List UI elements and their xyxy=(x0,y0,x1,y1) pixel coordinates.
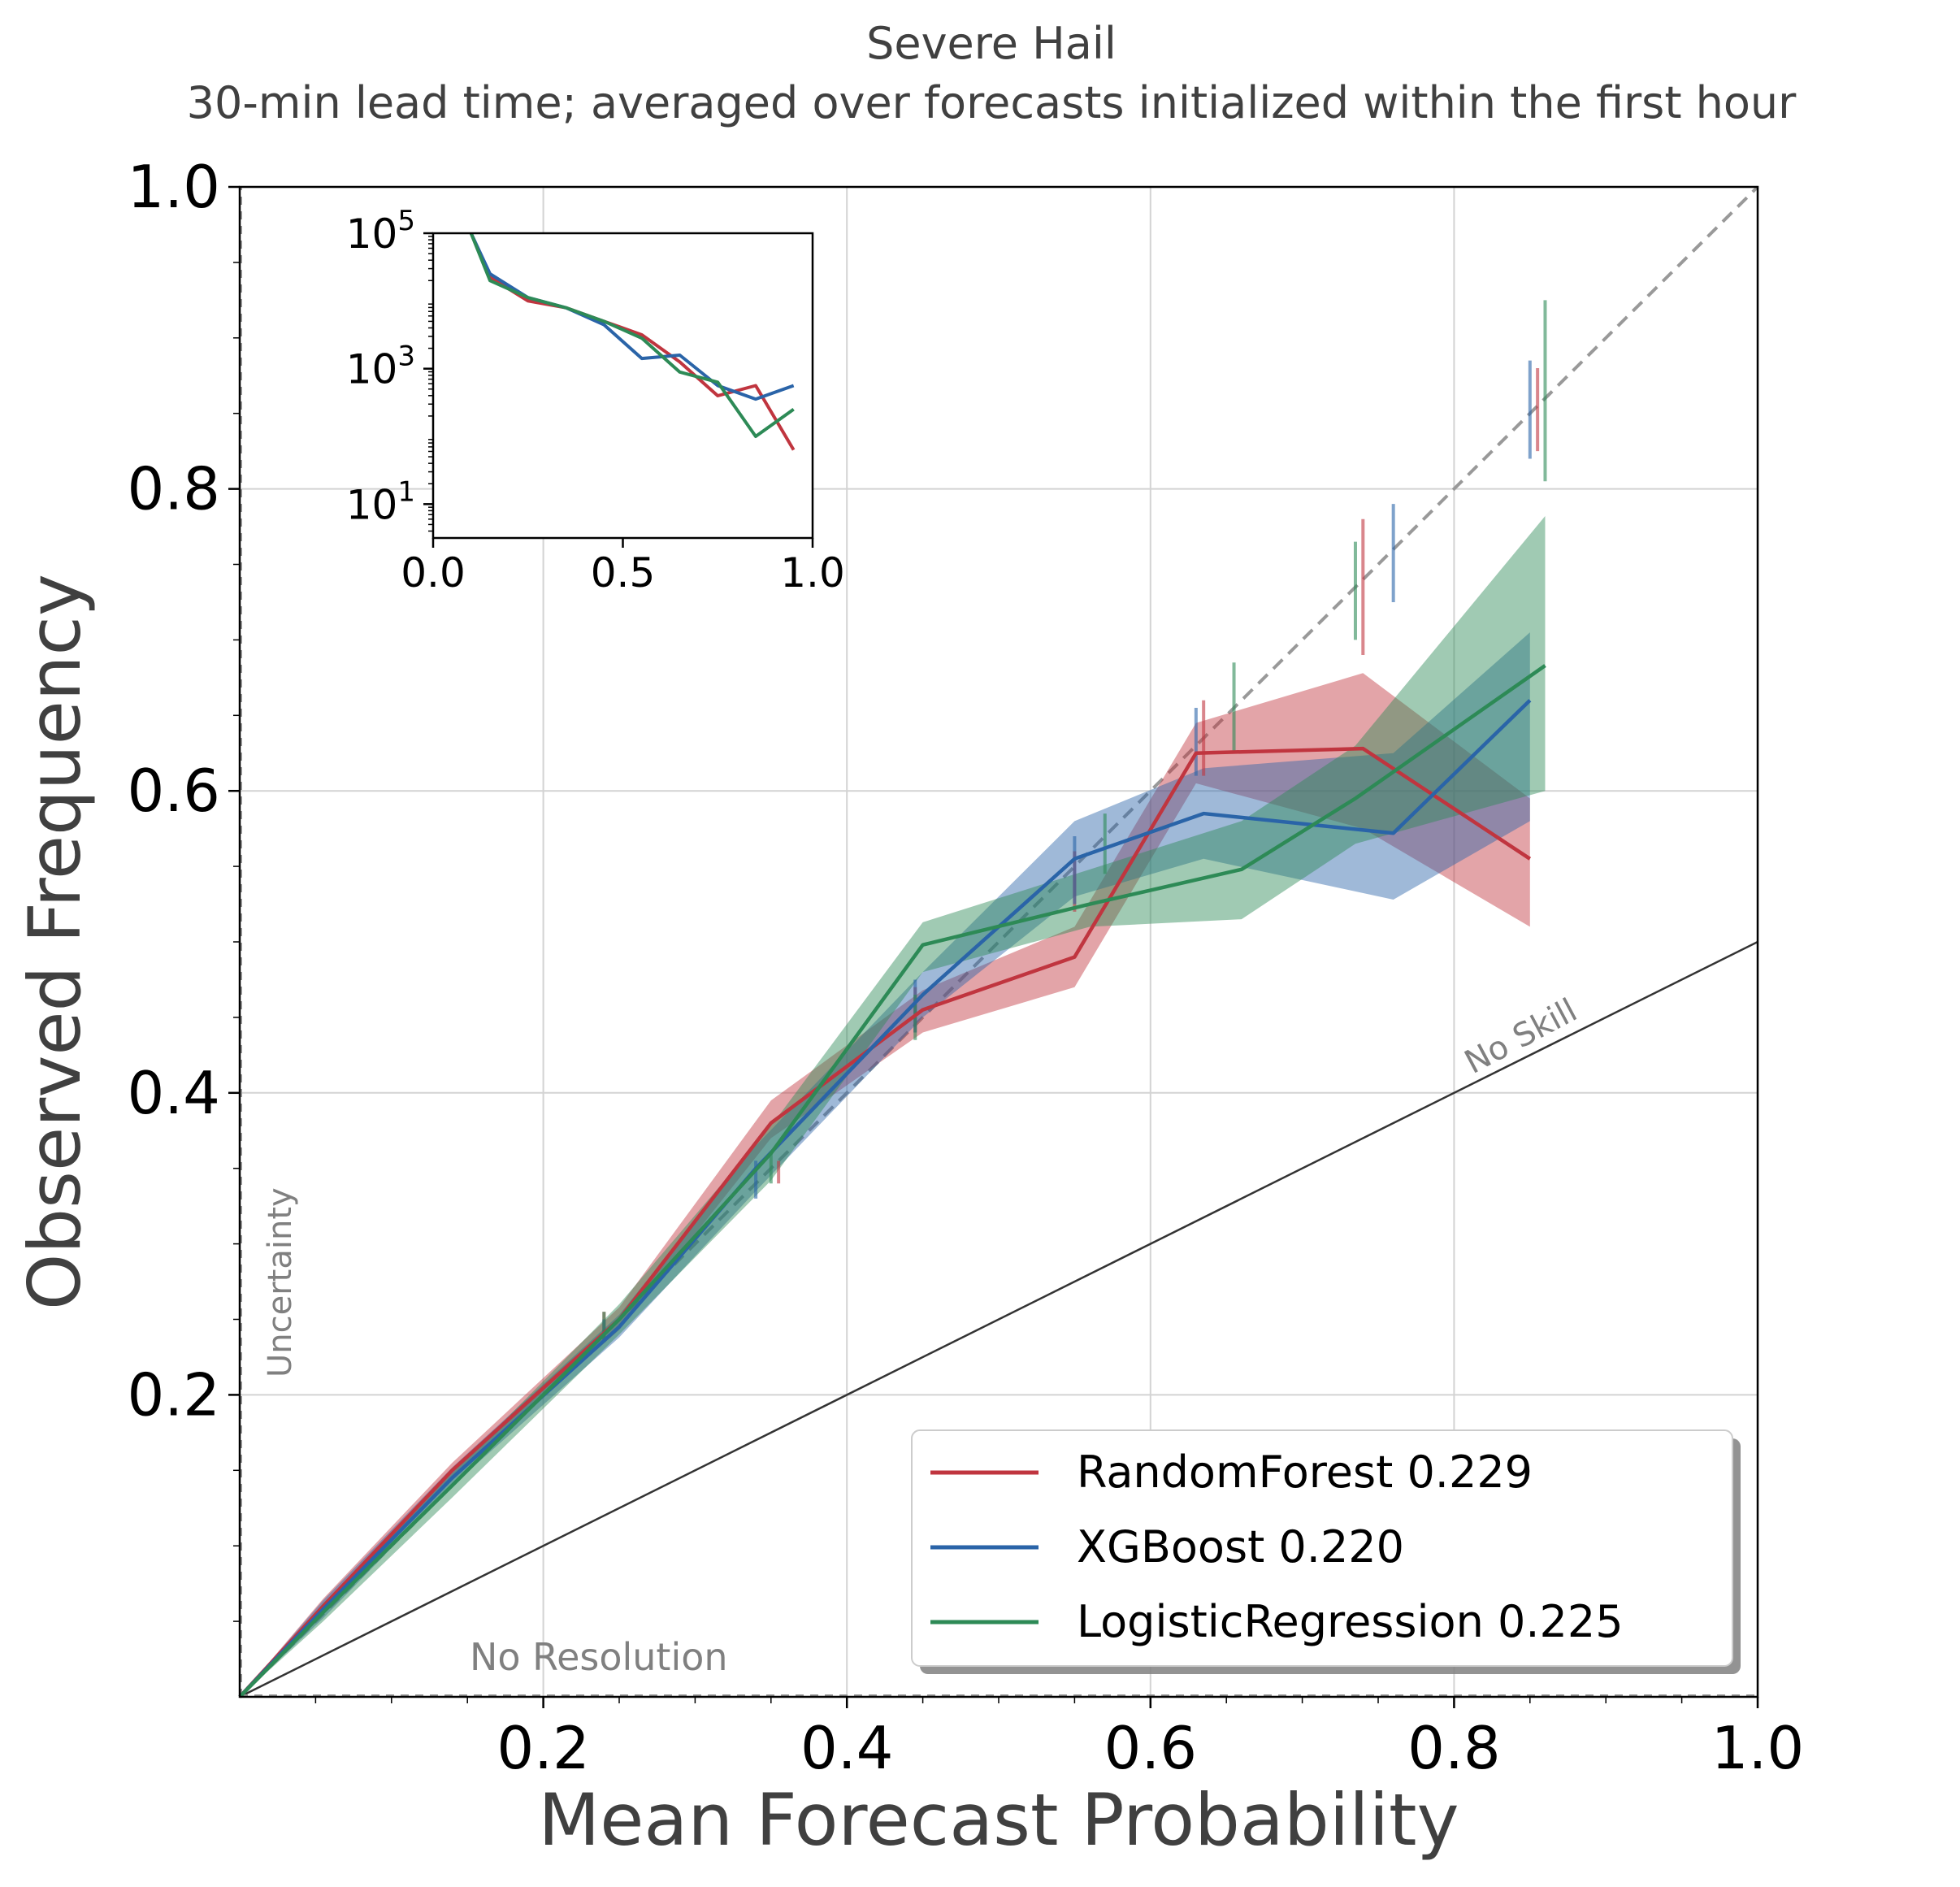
y-axis-label: Observed Frequency xyxy=(13,574,97,1310)
inset-x-tick-label: 0.5 xyxy=(591,549,656,596)
main-ticks: 0.2 0.4 0.6 0.8 1.0 0.2 0.4 0.6 0.8 1.0 xyxy=(127,153,1804,1782)
inset-series-line xyxy=(469,233,795,438)
chart-subtitle: 30-min lead time; averaged over forecast… xyxy=(187,77,1797,128)
y-tick-label: 1.0 xyxy=(127,153,220,221)
x-tick-label: 0.4 xyxy=(800,1714,894,1782)
y-tick-label: 0.4 xyxy=(127,1059,220,1127)
legend: RandomForest 0.229 XGBoost 0.220 Logisti… xyxy=(911,1429,1741,1674)
x-tick-label: 0.8 xyxy=(1407,1714,1501,1782)
reliability-lines xyxy=(238,664,1546,1698)
inset-y-tick-label: 101 xyxy=(346,475,415,528)
series-line xyxy=(238,746,1532,1698)
x-axis-label: Mean Forecast Probability xyxy=(538,1778,1459,1862)
y-tick-label: 0.6 xyxy=(127,757,220,825)
y-tick-label: 0.8 xyxy=(127,455,220,523)
no-resolution-label: No Resolution xyxy=(470,1635,728,1679)
legend-label-logistic-regression: LogisticRegression 0.225 xyxy=(1077,1596,1624,1647)
series-line xyxy=(238,664,1546,1698)
chart-title: Severe Hail xyxy=(866,18,1117,69)
series-line xyxy=(238,699,1532,1698)
inset-series-line xyxy=(469,233,795,401)
inset-x-tick-label: 1.0 xyxy=(780,549,845,596)
x-tick-label: 0.6 xyxy=(1104,1714,1198,1782)
uncertainty-label: Uncertainty xyxy=(262,1187,299,1377)
legend-item: RandomForest 0.229 xyxy=(930,1447,1533,1498)
legend-label-random-forest: RandomForest 0.229 xyxy=(1077,1447,1533,1498)
legend-label-xgboost: XGBoost 0.220 xyxy=(1077,1521,1404,1572)
no-skill-line xyxy=(239,940,1758,1698)
x-tick-label: 1.0 xyxy=(1711,1714,1805,1782)
x-tick-label: 0.2 xyxy=(497,1714,590,1782)
inset-ticks: 0.0 0.5 1.0 105 103 101 xyxy=(346,205,845,596)
reference-lines xyxy=(238,185,1759,1698)
inset-x-tick-label: 0.0 xyxy=(401,549,466,596)
perfect-reliability-line xyxy=(238,185,1759,1698)
legend-box xyxy=(911,1429,1733,1667)
inset-y-tick-label: 105 xyxy=(346,205,415,258)
legend-item: XGBoost 0.220 xyxy=(930,1521,1404,1572)
y-tick-label: 0.2 xyxy=(127,1360,220,1429)
inset-y-tick-label: 103 xyxy=(346,341,415,393)
legend-item: LogisticRegression 0.225 xyxy=(930,1596,1624,1647)
inset-count-lines xyxy=(469,233,796,451)
